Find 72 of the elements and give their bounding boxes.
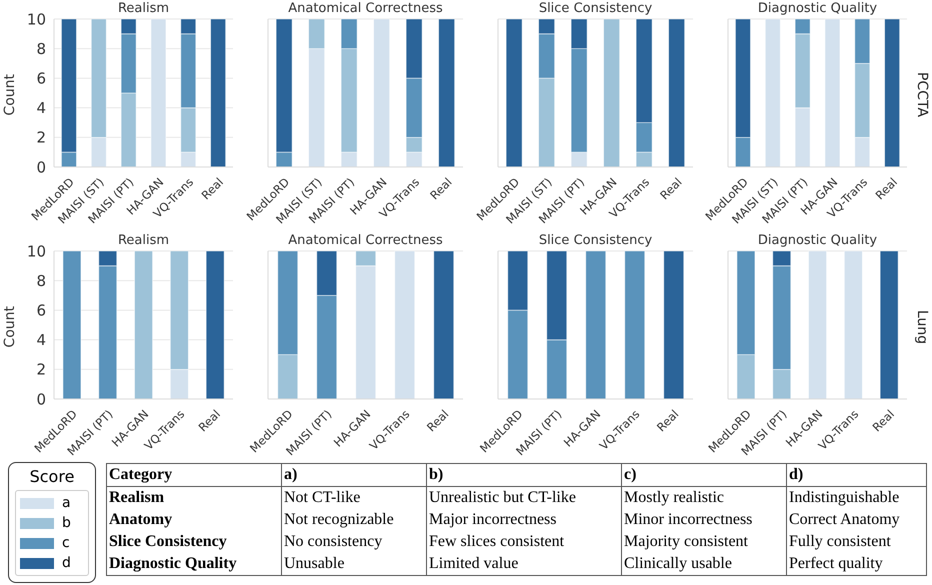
text: Unusable: [282, 553, 426, 576]
bar: [150, 19, 166, 167]
legend-label: b: [62, 515, 71, 531]
y-axis-title: Count: [2, 306, 18, 348]
bar: [433, 251, 454, 399]
text: d): [786, 464, 926, 486]
text: Slice Consistency: [108, 532, 228, 552]
y-tick-label: 6: [36, 70, 46, 88]
bar: [764, 19, 781, 167]
bar: [206, 251, 225, 399]
chart-title: Anatomical Correctness: [287, 232, 444, 249]
text: Few slices consistent: [426, 531, 622, 553]
y-tick-label: 8: [36, 272, 46, 290]
chart-title: Realism: [116, 232, 170, 249]
y-tick-label: 4: [36, 99, 46, 118]
y-tick-label: 2: [36, 128, 46, 147]
chart-title: Slice Consistency: [538, 0, 654, 17]
y2-axis-title: Lung: [914, 310, 930, 344]
bar: [884, 19, 900, 167]
y-tick-label: 10: [26, 10, 46, 28]
chart-title: Diagnostic Quality: [756, 232, 878, 249]
bar: [880, 251, 899, 399]
text: Clinically usable: [622, 553, 786, 576]
y-tick-label: 8: [36, 40, 46, 58]
text: Correct Anatomy: [786, 509, 926, 531]
bar: [668, 19, 686, 167]
bar: [603, 19, 620, 167]
y-axis-title: Count: [2, 74, 18, 116]
bar: [824, 19, 840, 167]
bar: [394, 251, 416, 399]
bar: [506, 19, 523, 167]
y-tick-label: 4: [36, 331, 46, 350]
text: Major incorrectness: [426, 509, 622, 531]
bar: [808, 251, 827, 399]
legend-title: Score: [28, 467, 76, 486]
text: Diagnostic Quality: [108, 554, 238, 574]
text: Minor incorrectness: [622, 509, 786, 531]
y-tick-label: 6: [36, 302, 46, 320]
y-tick-label: 0: [36, 158, 46, 176]
text: No consistency: [282, 531, 426, 553]
bar: [438, 19, 456, 167]
chart-title: Anatomical Correctness: [287, 0, 444, 17]
legend-label: d: [62, 555, 71, 571]
text: Realism: [108, 488, 166, 508]
text: Category: [108, 465, 174, 485]
text: Indistinguishable: [786, 486, 926, 509]
bar: [62, 251, 82, 399]
bar: [210, 19, 226, 167]
text: Limited value: [426, 553, 622, 576]
chart-title: Realism: [116, 0, 170, 17]
bar: [134, 251, 153, 399]
text: Fully consistent: [786, 531, 926, 553]
text: Perfect quality: [786, 553, 926, 576]
chart-title: Diagnostic Quality: [756, 0, 878, 17]
text: Majority consistent: [622, 531, 786, 553]
bar: [844, 251, 863, 399]
text: Not CT-like: [282, 486, 426, 509]
text: Anatomy: [108, 510, 174, 530]
y-tick-label: 0: [36, 390, 46, 408]
y-tick-label: 10: [26, 242, 46, 260]
text: c): [622, 464, 786, 486]
y2-axis-title: PCCTA: [914, 72, 930, 118]
text: Unrealistic but CT-like: [426, 486, 622, 509]
y-tick-label: 2: [36, 360, 46, 379]
text: a): [282, 464, 426, 486]
chart-title: Slice Consistency: [538, 232, 654, 249]
text: Mostly realistic: [622, 486, 786, 509]
bar: [373, 19, 390, 167]
text: Not recognizable: [282, 509, 426, 531]
legend-label: c: [62, 535, 70, 551]
text: b): [426, 464, 622, 486]
legend-label: a: [62, 495, 71, 511]
